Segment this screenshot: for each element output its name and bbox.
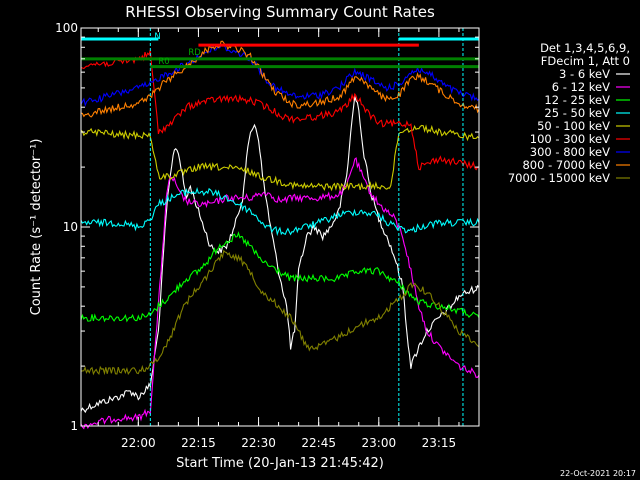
- legend-entry-label: 12 - 25 keV: [544, 93, 610, 107]
- flag-layer: N RD R0: [81, 28, 479, 426]
- x-tick-label: 23:15: [422, 436, 457, 450]
- flag-tag: N: [154, 32, 160, 42]
- flag-tag: RD: [188, 48, 201, 58]
- series-line: [80, 231, 480, 323]
- series-line: [80, 249, 480, 376]
- series-line: [80, 49, 480, 171]
- y-axis-label: Count Rate (s⁻¹ detector⁻¹): [29, 139, 44, 316]
- legend-entry-label: 300 - 800 keV: [530, 145, 610, 159]
- legend-header: Det 1,3,4,5,6,9,: [540, 41, 630, 55]
- x-tick-label: 22:00: [121, 436, 156, 450]
- x-tick-label: 23:00: [362, 436, 397, 450]
- legend-entry-label: 50 - 100 keV: [537, 119, 610, 133]
- y-tick-label: 10: [63, 220, 78, 234]
- legend-entry-label: 6 - 12 keV: [552, 80, 610, 94]
- x-axis-label: Start Time (20-Jan-13 21:45:42): [176, 456, 384, 471]
- series-12-25-kev: [80, 231, 480, 323]
- series-800-7000-kev: [80, 40, 480, 118]
- series-line: [80, 157, 480, 430]
- legend-entry-label: 800 - 7000 keV: [522, 158, 610, 172]
- series-line: [80, 187, 480, 237]
- series-7000-15000-kev: [80, 249, 480, 376]
- series-6-12-kev: [80, 157, 480, 430]
- chart-title: RHESSI Observing Summary Count Rates: [125, 3, 435, 21]
- series-layer: [80, 40, 480, 430]
- series-line: [80, 96, 480, 414]
- series-25-50-kev: [80, 187, 480, 237]
- series-300-800-kev: [80, 44, 480, 107]
- legend-header: FDecim 1, Att 0: [541, 54, 630, 68]
- legend-entry-label: 7000 - 15000 keV: [508, 171, 610, 185]
- axis-layer: 1 10 100 22:00 22:15 22:30 22:45 23:00 23:15: [55, 21, 480, 450]
- series-line: [80, 44, 480, 107]
- legend: Det 1,3,4,5,6,9,FDecim 1, Att 03 - 6 keV…: [508, 41, 630, 185]
- legend-entry-label: 25 - 50 keV: [544, 106, 610, 120]
- series-100-300-kev: [80, 49, 480, 171]
- y-tick-label: 100: [55, 21, 78, 35]
- flag-tag: R0: [158, 57, 169, 67]
- legend-entry-label: 3 - 6 keV: [559, 67, 610, 81]
- x-tick-label: 22:15: [181, 436, 216, 450]
- y-tick-label: 1: [70, 419, 78, 433]
- series-line: [80, 40, 480, 118]
- legend-entry-label: 100 - 300 keV: [530, 132, 610, 146]
- x-tick-label: 22:30: [241, 436, 276, 450]
- series-3-6-kev: [80, 96, 480, 414]
- timestamp: 22-Oct-2021 20:17: [560, 469, 636, 478]
- x-tick-label: 22:45: [301, 436, 336, 450]
